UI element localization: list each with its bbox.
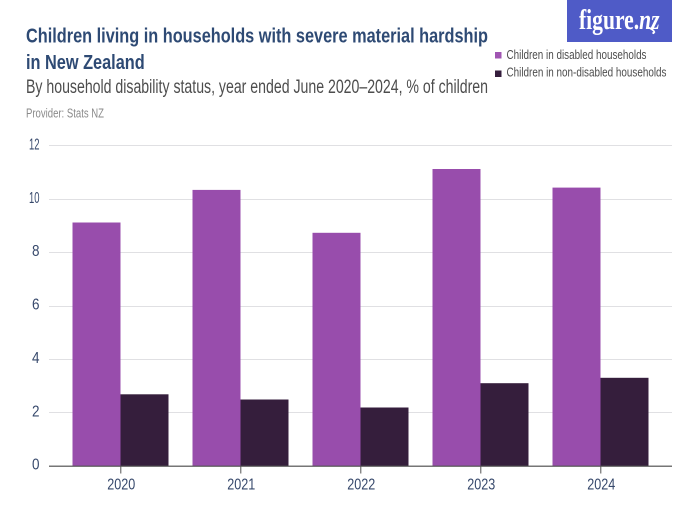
svg-text:2022: 2022 [347,476,375,493]
svg-text:2020: 2020 [107,476,135,493]
svg-text:6: 6 [32,297,40,314]
svg-text:4: 4 [32,350,40,367]
svg-text:2024: 2024 [587,476,615,493]
svg-text:10: 10 [29,190,40,207]
svg-text:in New Zealand: in New Zealand [26,52,145,74]
svg-text:8: 8 [32,243,40,260]
svg-text:Children in non-disabled house: Children in non-disabled households [507,65,667,80]
svg-text:2023: 2023 [467,476,495,493]
svg-text:Children living in households: Children living in households with sever… [26,26,488,48]
svg-text:figure.nz: figure.nz [579,5,660,36]
svg-text:2021: 2021 [227,476,255,493]
svg-text:By household disability status: By household disability status, year end… [26,77,488,98]
svg-text:Children in disabled household: Children in disabled households [507,47,647,62]
svg-text:Provider: Stats NZ: Provider: Stats NZ [26,106,104,121]
svg-text:12: 12 [29,136,40,153]
svg-text:2: 2 [32,403,40,420]
svg-text:0: 0 [32,457,40,474]
